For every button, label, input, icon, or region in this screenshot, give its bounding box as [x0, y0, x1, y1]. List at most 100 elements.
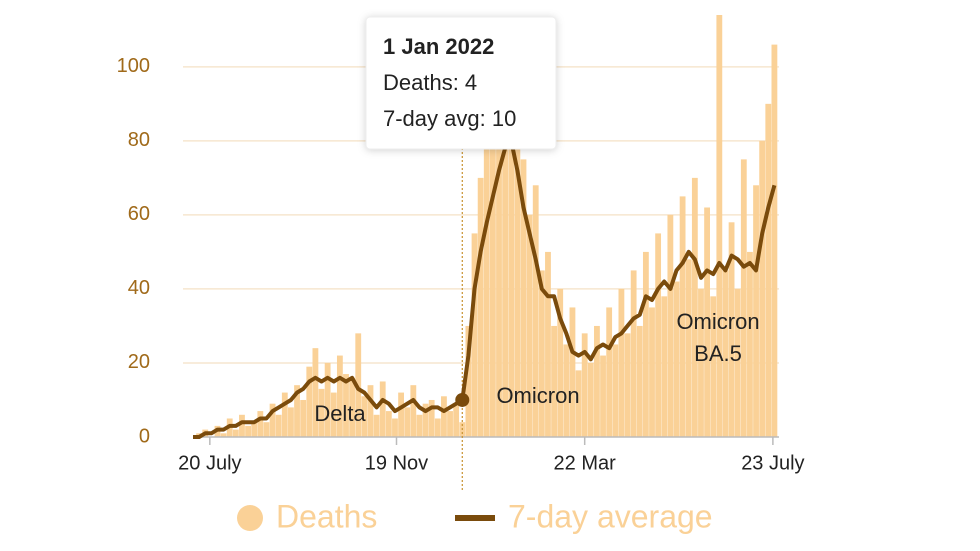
bar — [655, 233, 662, 437]
bar — [618, 288, 625, 437]
bar — [502, 122, 509, 437]
bar — [367, 385, 374, 437]
bar — [257, 411, 264, 437]
bar — [385, 411, 392, 437]
bar — [306, 366, 313, 437]
tooltip-box — [365, 16, 557, 150]
bar — [232, 429, 239, 437]
bar — [514, 103, 521, 437]
bar — [765, 103, 772, 437]
bar — [379, 381, 386, 437]
bar — [581, 333, 588, 437]
bar — [483, 85, 490, 437]
tooltip-title: 1 Jan 2022 — [383, 34, 494, 59]
bar — [361, 396, 368, 437]
bar — [447, 411, 453, 437]
bar — [569, 307, 576, 437]
bar — [318, 388, 325, 437]
bar — [416, 414, 423, 437]
bar — [263, 422, 270, 437]
bar — [324, 362, 331, 437]
bar — [600, 355, 606, 437]
bar — [642, 251, 649, 437]
tooltip-point — [455, 392, 470, 407]
average-line — [193, 138, 777, 439]
legend-label: Deaths — [276, 498, 377, 534]
legend-label: 7-day average — [508, 498, 713, 534]
y-tick-label: 20 — [128, 351, 150, 373]
bar — [275, 414, 282, 437]
bar — [551, 325, 557, 437]
bar — [526, 214, 533, 437]
y-tick-label: 60 — [128, 203, 150, 225]
bar — [245, 425, 251, 437]
bar — [428, 399, 435, 437]
bar — [520, 159, 527, 438]
bar — [704, 207, 710, 437]
bar — [349, 377, 356, 437]
bar — [496, 66, 502, 438]
bar — [710, 296, 717, 437]
bar — [465, 325, 472, 437]
bar — [722, 270, 729, 437]
bar — [422, 403, 429, 437]
bar — [532, 185, 539, 437]
annotation: Delta — [314, 401, 366, 426]
bar — [661, 296, 668, 437]
bar — [759, 140, 766, 437]
bar — [281, 392, 288, 437]
bar — [404, 407, 411, 437]
bar — [294, 385, 300, 437]
bar — [453, 403, 460, 437]
bar — [220, 433, 227, 437]
bar — [563, 344, 570, 437]
bar — [410, 385, 417, 437]
bar — [728, 222, 735, 437]
bar — [575, 370, 582, 437]
bar — [740, 159, 747, 438]
bar — [557, 288, 564, 437]
bar — [239, 414, 245, 437]
bar — [594, 325, 600, 437]
bar — [269, 403, 276, 437]
bar — [471, 233, 478, 437]
bar — [392, 418, 398, 437]
annotation: BA.5 — [694, 341, 742, 366]
bar — [434, 418, 441, 437]
x-tick-label: 19 Nov — [365, 452, 428, 474]
bar — [373, 414, 380, 437]
bar — [753, 185, 759, 437]
bar — [538, 270, 545, 437]
bar — [312, 348, 319, 437]
bar — [691, 177, 698, 437]
bar — [624, 333, 631, 437]
bar — [545, 251, 551, 437]
bar — [441, 396, 447, 437]
bar — [288, 407, 294, 437]
bar — [698, 288, 704, 437]
bar — [771, 44, 778, 437]
bar — [685, 259, 692, 437]
bar — [673, 281, 680, 437]
annotation: Omicron — [676, 309, 759, 334]
bar — [747, 251, 753, 437]
bar — [251, 422, 258, 437]
legend-swatch — [237, 505, 263, 531]
x-tick-label: 20 July — [178, 452, 241, 474]
y-tick-label: 40 — [128, 277, 150, 299]
bar — [398, 392, 404, 437]
y-tick-label: 80 — [128, 129, 150, 151]
bar — [300, 399, 307, 437]
bar — [606, 307, 613, 437]
x-tick-label: 23 July — [741, 452, 804, 474]
bar — [612, 344, 619, 437]
bar — [630, 270, 637, 437]
bar — [489, 140, 496, 437]
bar — [679, 196, 686, 437]
bar — [636, 325, 643, 437]
y-tick-label: 0 — [139, 425, 150, 447]
bar — [336, 355, 343, 437]
bar — [587, 362, 594, 437]
bar — [330, 392, 337, 437]
